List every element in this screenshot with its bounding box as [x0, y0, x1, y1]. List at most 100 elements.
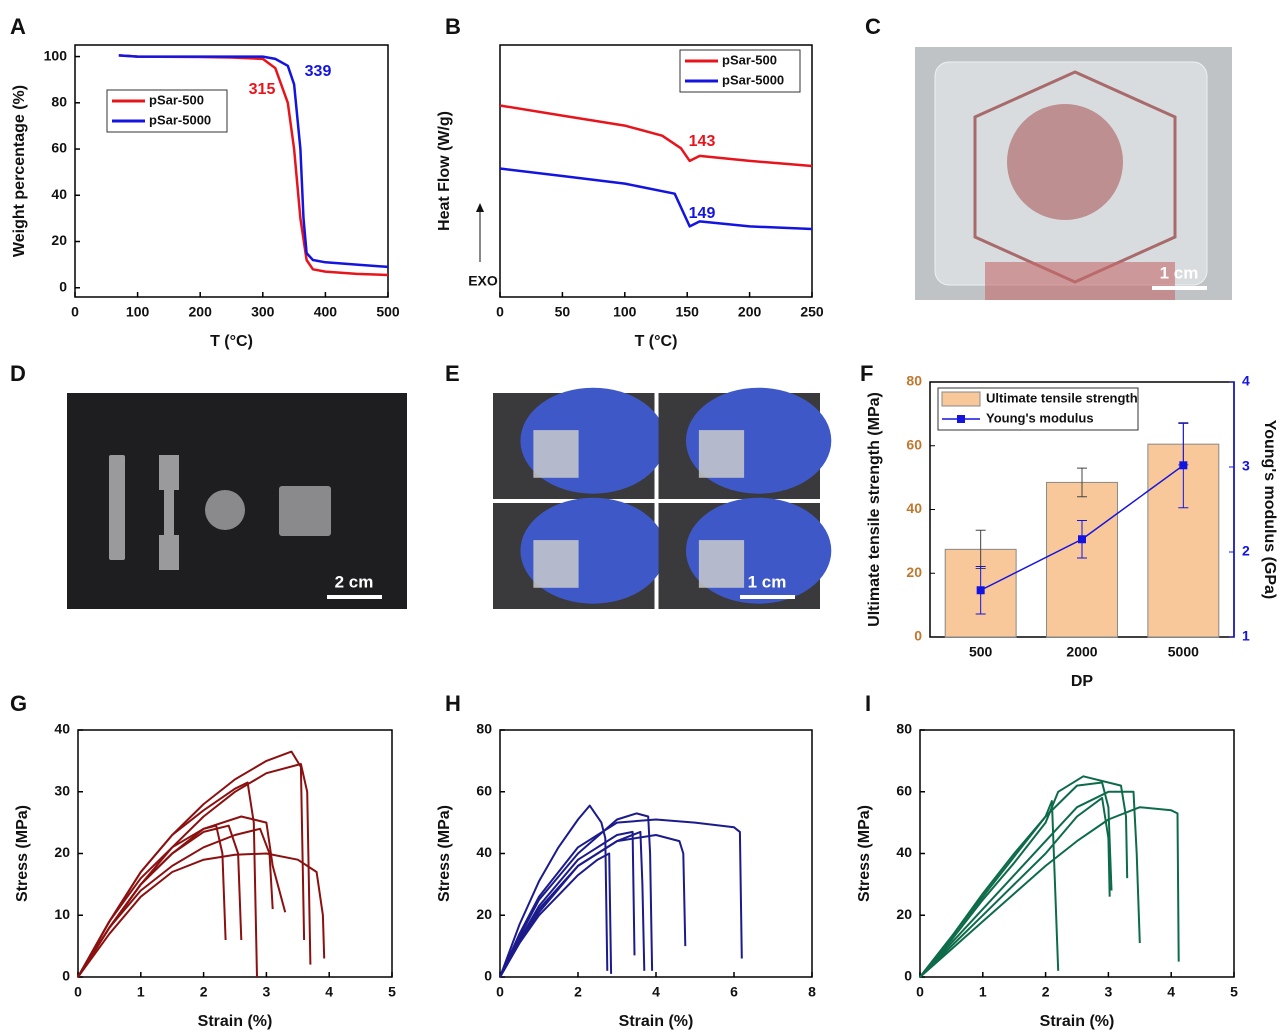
- x-tick-label: 2: [200, 984, 208, 1000]
- x-tick-label: 4: [1167, 984, 1175, 1000]
- scale-bar-label: 1 cm: [748, 572, 787, 591]
- legend-label: pSar-500: [149, 92, 204, 107]
- panel-label: A: [10, 14, 26, 39]
- series-line: [118, 54, 389, 269]
- annotation: 149: [689, 205, 716, 222]
- x-tick-label: 200: [738, 304, 762, 320]
- series-line: [499, 804, 609, 978]
- point: [1179, 461, 1188, 470]
- panel-label: B: [445, 14, 461, 39]
- x-axis-label: Strain (%): [1040, 1013, 1115, 1030]
- annotation: 315: [249, 81, 276, 98]
- stamp-band: [985, 262, 1175, 300]
- x-tick-label: 400: [314, 304, 338, 320]
- series-line: [499, 830, 646, 978]
- x-tick-label: 2000: [1066, 644, 1097, 660]
- series-line: [77, 852, 326, 978]
- plot-frame: [919, 729, 1235, 978]
- film: [698, 540, 745, 588]
- point: [976, 586, 985, 595]
- legend-label: pSar-5000: [149, 112, 211, 127]
- x-tick-label: 2: [1042, 984, 1050, 1000]
- x-tick-label: 1: [979, 984, 987, 1000]
- x-tick-label: 250: [800, 304, 824, 320]
- x-axis-label: DP: [1071, 673, 1094, 690]
- x-tick-label: 5000: [1168, 644, 1199, 660]
- film: [698, 430, 745, 478]
- point: [1078, 535, 1086, 544]
- x-tick-label: 5: [1230, 984, 1238, 1000]
- y-tick-label: 0: [904, 968, 912, 984]
- x-tick-label: 0: [916, 984, 924, 1000]
- panel-label: H: [445, 691, 461, 716]
- x-tick-label: 150: [676, 304, 700, 320]
- sample-square: [279, 486, 331, 536]
- bar: [1046, 481, 1118, 638]
- x-tick-label: 5: [388, 984, 396, 1000]
- panel-label: I: [865, 691, 871, 716]
- x-tick-label: 8: [808, 984, 816, 1000]
- plot-frame: [74, 44, 389, 298]
- y-tick-label: 80: [896, 721, 912, 737]
- x-tick-label: 50: [555, 304, 571, 320]
- legend-marker: [957, 415, 965, 423]
- annotation: 339: [305, 63, 332, 80]
- x-tick-label: 6: [730, 984, 738, 1000]
- x-tick-label: 500: [969, 644, 993, 660]
- panel-label: D: [10, 361, 26, 386]
- film: [533, 430, 579, 478]
- x-tick-label: 500: [376, 304, 400, 320]
- y2-tick-label: 3: [1242, 458, 1250, 474]
- x-tick-label: 0: [74, 984, 82, 1000]
- y-tick-label: 80: [476, 721, 492, 737]
- panel-label: F: [860, 361, 873, 386]
- x-tick-label: 3: [263, 984, 271, 1000]
- y-axis-label: Ultimate tensile strength (MPa): [866, 392, 883, 627]
- x-axis-label: Strain (%): [198, 1013, 273, 1030]
- panel-label: E: [445, 361, 460, 386]
- series-line: [499, 104, 813, 168]
- x-axis-label: Strain (%): [619, 1013, 694, 1030]
- y-tick-label: 30: [54, 782, 70, 798]
- panel-label: G: [10, 691, 27, 716]
- x-tick-label: 100: [613, 304, 637, 320]
- plot-clip: [499, 804, 743, 978]
- y-tick-label: 40: [896, 844, 912, 860]
- y-axis-label: Stress (MPa): [14, 805, 31, 902]
- y-tick-label: 20: [476, 906, 492, 922]
- y-tick-label: 0: [914, 628, 922, 644]
- series-line: [499, 167, 813, 231]
- sample-dogbone: [159, 455, 179, 570]
- x-tick-label: 300: [251, 304, 275, 320]
- error-bar: [1077, 467, 1087, 498]
- y-tick-label: 40: [476, 844, 492, 860]
- x-tick-label: 200: [189, 304, 213, 320]
- y-tick-label: 80: [51, 94, 67, 110]
- series-line: [499, 830, 636, 978]
- y-tick-label: 20: [51, 232, 67, 248]
- y-tick-label: 0: [484, 968, 492, 984]
- y-tick-label: 20: [906, 564, 922, 580]
- y-tick-label: 100: [44, 47, 68, 63]
- x-tick-label: 4: [652, 984, 660, 1000]
- series-line: [919, 775, 1129, 978]
- y2-tick-label: 4: [1242, 373, 1250, 389]
- legend-label: pSar-5000: [722, 72, 784, 87]
- y-tick-label: 60: [51, 140, 67, 156]
- legend-label: pSar-500: [722, 52, 777, 67]
- y-tick-label: 80: [906, 373, 922, 389]
- x-tick-label: 100: [126, 304, 150, 320]
- y-tick-label: 20: [896, 906, 912, 922]
- y-tick-label: 40: [906, 500, 922, 516]
- exo-arrowhead: [476, 203, 484, 212]
- y-axis-label: Stress (MPa): [856, 805, 873, 902]
- series-line: [919, 790, 1141, 978]
- annotation: 143: [689, 133, 716, 150]
- series-line: [919, 806, 1180, 978]
- y2-axis-label: Young's modulus (GPa): [1261, 420, 1278, 600]
- plot-clip: [77, 750, 326, 978]
- x-tick-label: 4: [325, 984, 333, 1000]
- x-tick-label: 0: [496, 984, 504, 1000]
- legend-label: Young's modulus: [986, 410, 1094, 425]
